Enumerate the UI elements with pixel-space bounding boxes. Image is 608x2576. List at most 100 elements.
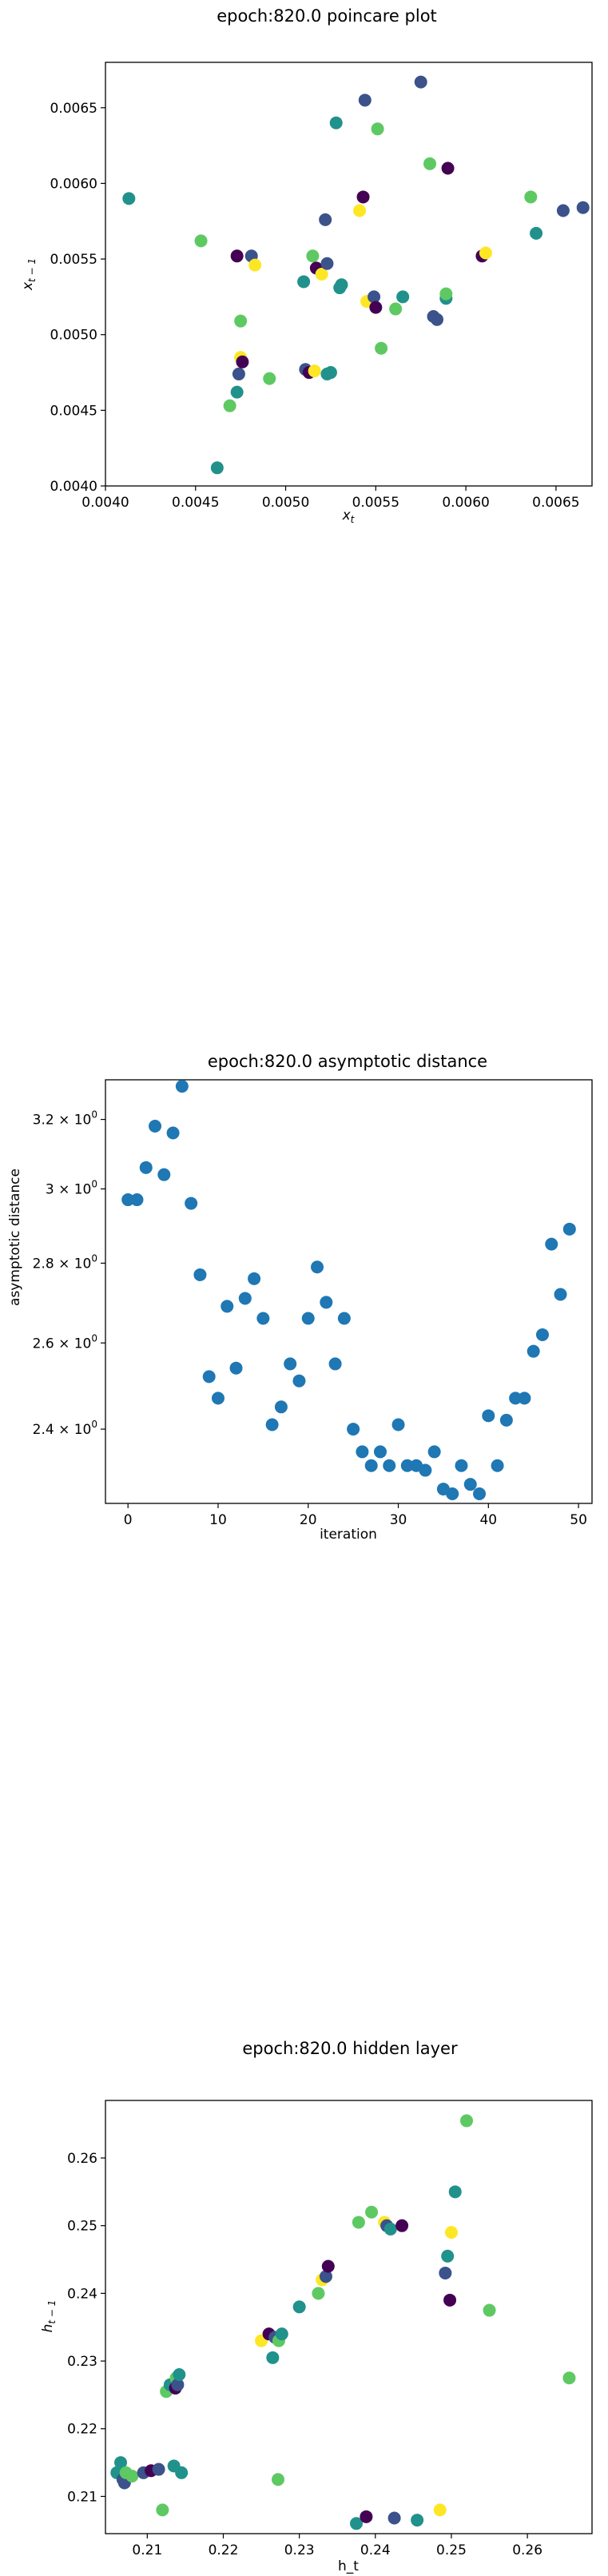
scatter-point bbox=[371, 122, 384, 136]
scatter-point bbox=[373, 1445, 387, 1459]
scatter-point bbox=[491, 1459, 504, 1472]
x-tick-label: 0.26 bbox=[512, 2542, 542, 2558]
scatter-point bbox=[335, 278, 348, 292]
scatter-point bbox=[319, 213, 332, 226]
scatter-point bbox=[369, 301, 383, 314]
scatter-point bbox=[396, 290, 410, 304]
axes-frame bbox=[105, 2100, 593, 2534]
scatter-point bbox=[311, 1260, 324, 1274]
x-tick-label: 10 bbox=[209, 1512, 227, 1528]
scatter-point bbox=[306, 249, 320, 263]
y-tick-label: 0.0040 bbox=[50, 479, 97, 495]
y-axis-label: ht − 1 bbox=[40, 2300, 58, 2333]
scatter-point bbox=[459, 2114, 473, 2128]
axes-frame bbox=[105, 1079, 593, 1504]
x-tick-label: 30 bbox=[390, 1512, 407, 1528]
scatter-point bbox=[292, 1374, 306, 1388]
x-tick-label: 0 bbox=[124, 1512, 133, 1528]
scatter-point bbox=[479, 246, 492, 260]
scatter-point bbox=[301, 1312, 315, 1325]
scatter-point bbox=[364, 1459, 378, 1472]
axes-frame bbox=[105, 62, 593, 487]
scatter-point bbox=[229, 1361, 243, 1375]
scatter-point bbox=[321, 2259, 335, 2273]
x-tick-label: 0.23 bbox=[284, 2542, 315, 2558]
scatter-point bbox=[166, 1126, 180, 1140]
scatter-point bbox=[356, 190, 370, 204]
y-axis: 0.21 0.22 0.23 0.24 0.25 0.26 bbox=[67, 2151, 105, 2505]
x-axis: 0.0040 0.0045 0.0050 0.0055 0.0060 0.0065 bbox=[81, 486, 580, 511]
poincare-chart: epoch:820.0 poincare plot 0.0040 0.0045 0.… bbox=[20, 6, 593, 525]
scatter-points bbox=[121, 1080, 576, 1501]
scatter-point bbox=[352, 2216, 365, 2229]
y-tick-base: 3.2 × 10 bbox=[33, 1113, 92, 1129]
scatter-point bbox=[274, 1400, 288, 1414]
x-axis-label: iteration bbox=[320, 1527, 377, 1543]
scatter-point bbox=[125, 2470, 139, 2483]
y-tick-label: 0.24 bbox=[67, 2286, 97, 2302]
scatter-point bbox=[530, 226, 543, 240]
scatter-point bbox=[411, 2514, 424, 2527]
scatter-point bbox=[319, 2270, 332, 2283]
x-tick-label: 0.22 bbox=[209, 2542, 239, 2558]
scatter-point bbox=[312, 2287, 325, 2300]
y-tick-exponent: 0 bbox=[91, 1332, 97, 1344]
scatter-point bbox=[360, 2510, 373, 2523]
x-tick-label: 0.0065 bbox=[532, 495, 579, 511]
chart-title: epoch:820.0 hidden layer bbox=[242, 2039, 458, 2058]
scatter-point bbox=[211, 1392, 225, 1405]
scatter-point bbox=[171, 2378, 185, 2391]
y-tick-base: 2.4 × 10 bbox=[33, 1422, 92, 1438]
y-tick-label: 0.0060 bbox=[50, 176, 97, 192]
scatter-point bbox=[556, 204, 570, 217]
y-tick-label: 2.8 × 100 bbox=[33, 1252, 97, 1272]
y-tick-exponent: 0 bbox=[91, 1419, 97, 1430]
scatter-point bbox=[473, 1487, 487, 1501]
y-tick-label: 2.6 × 100 bbox=[33, 1332, 97, 1352]
scatter-point bbox=[427, 1445, 441, 1459]
x-axis-label: h_t bbox=[338, 2558, 359, 2574]
plot-area: 0.0040 0.0045 0.0050 0.0055 0.0060 0.0065 0.0… bbox=[50, 62, 593, 511]
y-tick-base: 2.8 × 10 bbox=[33, 1256, 92, 1272]
x-tick-label: 0.0055 bbox=[352, 495, 399, 511]
y-axis-label-sub: t − 1 bbox=[26, 258, 38, 282]
scatter-point bbox=[308, 364, 321, 378]
scatter-point bbox=[443, 2293, 457, 2307]
scatter-point bbox=[202, 1370, 216, 1384]
scatter-point bbox=[368, 290, 381, 304]
x-tick-label: 40 bbox=[479, 1512, 497, 1528]
scatter-point bbox=[265, 1418, 279, 1431]
scatter-point bbox=[284, 1357, 297, 1371]
scatter-point bbox=[433, 2503, 447, 2517]
y-tick-label: 0.0065 bbox=[50, 101, 97, 117]
x-axis: 0.21 0.22 0.23 0.24 0.25 0.26 bbox=[132, 2534, 542, 2558]
x-tick-label: 0.25 bbox=[436, 2542, 467, 2558]
scatter-point bbox=[337, 1312, 351, 1325]
scatter-point bbox=[444, 2226, 458, 2240]
scatter-point bbox=[483, 2303, 496, 2317]
x-tick-label: 0.0050 bbox=[262, 495, 309, 511]
scatter-point bbox=[439, 287, 453, 301]
scatter-point bbox=[448, 2185, 462, 2199]
scatter-point bbox=[391, 1418, 405, 1431]
y-axis-label: asymptotic distance bbox=[7, 1169, 23, 1306]
scatter-point bbox=[375, 341, 388, 355]
scatter-point bbox=[185, 1196, 198, 1210]
scatter-point bbox=[157, 1168, 171, 1181]
scatter-point bbox=[234, 314, 248, 328]
y-tick-exponent: 0 bbox=[91, 1109, 97, 1121]
y-tick-exponent: 0 bbox=[91, 1252, 97, 1264]
scatter-point bbox=[518, 1392, 531, 1405]
scatter-point bbox=[431, 313, 444, 326]
scatter-point bbox=[482, 1409, 495, 1423]
scatter-point bbox=[272, 2473, 285, 2486]
scatter-point bbox=[210, 461, 224, 475]
scatter-point bbox=[152, 2463, 165, 2476]
scatter-point bbox=[395, 2219, 409, 2232]
y-tick-base: 3 × 10 bbox=[46, 1182, 92, 1198]
y-tick-exponent: 0 bbox=[91, 1179, 97, 1190]
x-tick-label: 0.24 bbox=[360, 2542, 391, 2558]
x-axis-label-sub: t bbox=[351, 514, 356, 525]
scatter-point bbox=[419, 1463, 432, 1477]
hidden-layer-chart: epoch:820.0 hidden layer 0.21 0.22 0.23 0.2… bbox=[40, 2039, 593, 2574]
